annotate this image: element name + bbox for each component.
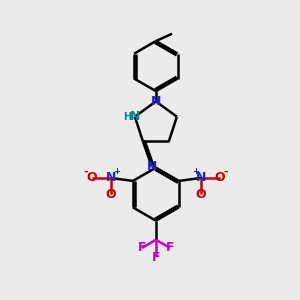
Text: N: N bbox=[130, 110, 140, 123]
Text: -: - bbox=[83, 167, 88, 176]
Text: O: O bbox=[215, 172, 225, 184]
Text: O: O bbox=[196, 188, 206, 201]
Text: F: F bbox=[138, 242, 146, 254]
Text: F: F bbox=[166, 242, 174, 254]
Text: N: N bbox=[106, 172, 116, 184]
Text: H: H bbox=[123, 112, 131, 122]
Text: N: N bbox=[196, 172, 206, 184]
Text: -: - bbox=[224, 167, 228, 176]
Text: N: N bbox=[151, 95, 161, 108]
Text: F: F bbox=[152, 251, 160, 264]
Text: N: N bbox=[147, 160, 157, 173]
Text: O: O bbox=[86, 172, 97, 184]
Text: +: + bbox=[192, 167, 199, 176]
Text: +: + bbox=[113, 167, 120, 176]
Text: O: O bbox=[106, 188, 116, 201]
